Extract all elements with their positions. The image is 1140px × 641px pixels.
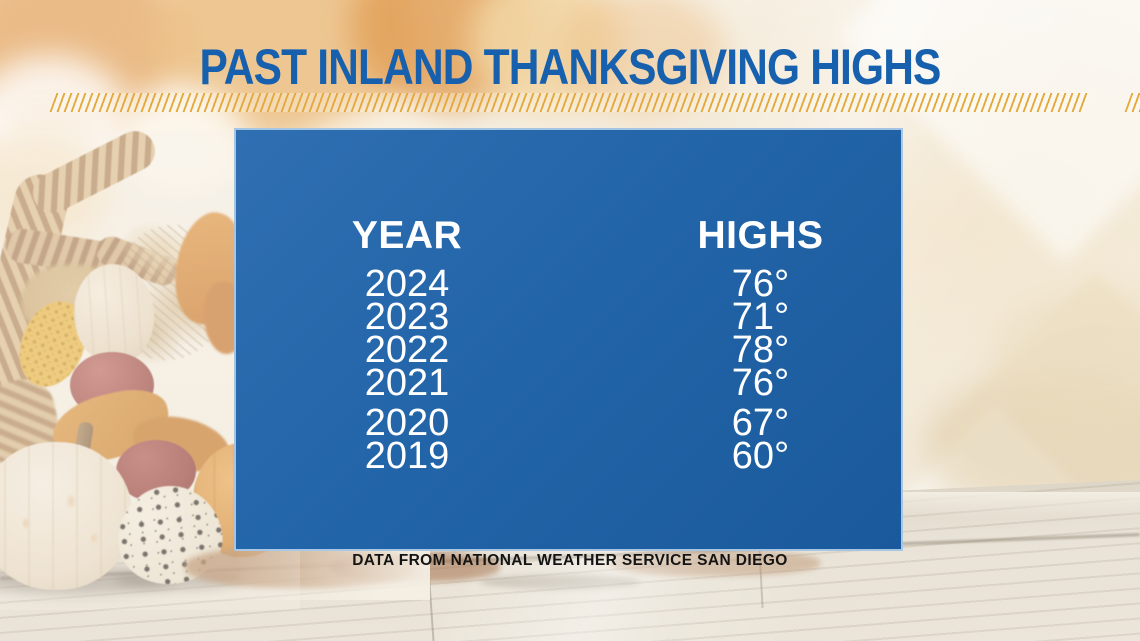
table-row: 2023 71° [236,296,901,338]
floor-leaves-shape [610,550,820,576]
high-cell: 67° [731,402,790,444]
data-source-note: DATA FROM NATIONAL WEATHER SERVICE SAN D… [352,552,788,569]
high-cell: 60° [731,435,790,477]
table-header-row: YEAR HIGHS [236,216,901,256]
page-title: PAST INLAND THANKSGIVING HIGHS [199,39,941,95]
table-row: 2024 76° [236,263,901,305]
year-cell: 2021 [364,362,450,404]
year-cell: 2024 [364,263,450,305]
wood-grain-mark [480,575,640,589]
high-cell: 76° [731,362,790,404]
high-cell: 76° [731,263,790,305]
year-cell: 2020 [364,402,450,444]
year-cell: 2022 [364,329,450,371]
table-row: 2022 78° [236,329,901,371]
table-row: 2021 76° [236,362,901,404]
high-cell: 71° [731,296,790,338]
highs-table: YEAR HIGHS 2024 76° 2023 71° 2022 78° 20… [236,216,901,477]
table-row: 2019 60° [236,435,901,477]
year-cell: 2023 [364,296,450,338]
high-cell: 78° [731,329,790,371]
table-row: 2020 67° [236,402,901,444]
year-cell: 2019 [364,435,450,477]
year-column-header: YEAR [351,214,463,257]
data-panel: YEAR HIGHS 2024 76° 2023 71° 2022 78° 20… [234,128,903,551]
highs-column-header: HIGHS [697,214,824,257]
